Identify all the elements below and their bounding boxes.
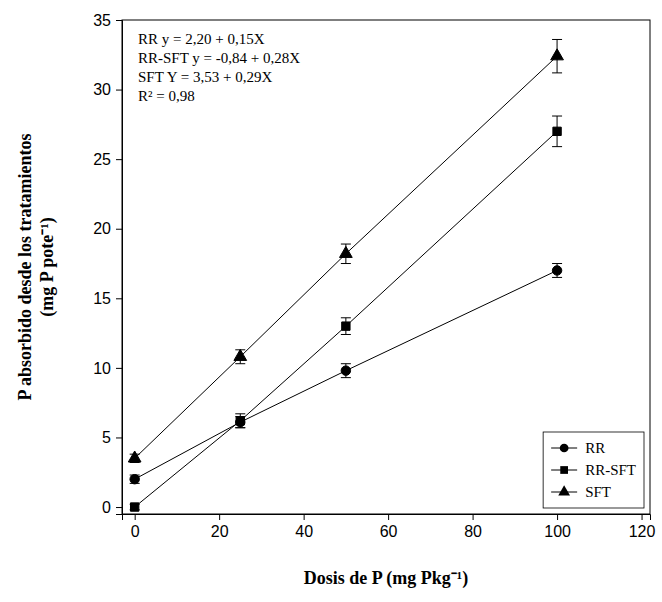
- x-tick-mark: [219, 514, 220, 520]
- y-tick-label: 35: [93, 12, 111, 29]
- legend-item: RR-SFT: [551, 462, 636, 478]
- y-tick-mark: [116, 368, 122, 369]
- x-tick-label: 80: [464, 523, 482, 540]
- y-tick-mark: [116, 298, 122, 299]
- y-tick-mark: [116, 20, 122, 21]
- legend: RR RR-SFT SFT: [543, 432, 644, 508]
- x-tick-mark: [642, 514, 643, 520]
- annotation: RR-SFT y = -0,84 + 0,28X: [138, 50, 300, 66]
- x-tick: 120: [629, 514, 656, 540]
- point: [340, 246, 353, 257]
- legend-label: SFT: [585, 484, 611, 500]
- y-tick-mark: [116, 507, 122, 508]
- legend-label: RR: [585, 440, 605, 456]
- y-tick-label: 5: [102, 429, 111, 446]
- point: [552, 266, 561, 275]
- y-tick-mark: [116, 437, 122, 438]
- y-tick: 0: [102, 499, 122, 516]
- legend-item: RR: [551, 440, 605, 456]
- y-tick-label: 30: [93, 81, 111, 98]
- y-tick: 35: [93, 12, 122, 29]
- x-tick-label: 120: [629, 523, 656, 540]
- series-line: [135, 131, 557, 507]
- point: [551, 49, 564, 60]
- y-axis-line: [116, 21, 123, 515]
- y-axis-title: P absorbido desde los tratamientos(mg P …: [15, 133, 59, 400]
- point: [234, 349, 247, 360]
- x-tick: 60: [380, 514, 398, 540]
- x-tick: 100: [544, 514, 571, 540]
- point: [342, 322, 350, 330]
- x-tick-label: 60: [380, 523, 398, 540]
- x-tick: 0: [131, 514, 140, 540]
- legend-box: [543, 432, 644, 508]
- x-tick-label: 20: [211, 523, 229, 540]
- x-tick-mark: [388, 514, 389, 520]
- y-tick-label: 15: [93, 290, 111, 307]
- annotation: R² = 0,98: [138, 88, 195, 104]
- series-line: [135, 56, 557, 458]
- series-line: [135, 270, 557, 479]
- y-tick-label: 10: [93, 360, 111, 377]
- y-tick: 15: [93, 290, 122, 307]
- legend-symbol: [560, 444, 569, 453]
- x-tick: 40: [295, 514, 313, 540]
- legend-symbol: [560, 466, 568, 474]
- legend-symbol: [558, 485, 570, 495]
- error-bar: [130, 475, 140, 483]
- legend-label: RR-SFT: [585, 462, 636, 478]
- plot: 0 20 40 60 80 100 120 0 5 10 15 20 25 30 35 RR y = 2,20…: [93, 12, 655, 541]
- x-axis-title: Dosis de P (mg Pkg⁻¹): [304, 568, 468, 589]
- y-tick: 5: [102, 429, 122, 446]
- point: [553, 127, 561, 135]
- x-tick: 20: [211, 514, 229, 540]
- x-tick-label: 0: [131, 523, 140, 540]
- x-tick-mark: [304, 514, 305, 520]
- point: [130, 503, 138, 511]
- marks: [128, 39, 563, 511]
- error-bar: [552, 116, 562, 147]
- x-tick-mark: [473, 514, 474, 520]
- y-tick: 10: [93, 360, 122, 377]
- y-tick-mark: [116, 159, 122, 160]
- y-tick: 30: [93, 81, 122, 98]
- y-tick: 25: [93, 151, 122, 168]
- chart: 0 20 40 60 80 100 120 0 5 10 15 20 25 30 35 RR y = 2,20…: [0, 0, 662, 602]
- point: [130, 474, 139, 483]
- x-axis: 0 20 40 60 80 100 120: [123, 514, 656, 540]
- point: [341, 366, 350, 375]
- point: [128, 451, 141, 462]
- equations: RR y = 2,20 + 0,15X RR-SFT y = -0,84 + 0,…: [138, 31, 300, 104]
- error-bar: [341, 318, 351, 335]
- annotation: RR y = 2,20 + 0,15X: [138, 31, 265, 47]
- legend-item: SFT: [551, 484, 611, 500]
- y-tick-label: 0: [102, 499, 111, 516]
- error-bar: [341, 364, 351, 378]
- y-tick-label: 25: [93, 151, 111, 168]
- error-bar: [235, 414, 245, 428]
- x-axis-line: [123, 515, 651, 521]
- x-tick-mark: [135, 514, 136, 520]
- y-tick-mark: [116, 229, 122, 230]
- annotation: SFT Y = 3,53 + 0,29X: [138, 69, 272, 85]
- y-tick-label: 20: [93, 220, 111, 237]
- point: [236, 417, 244, 425]
- x-tick-label: 100: [544, 523, 571, 540]
- y-tick: 20: [93, 220, 122, 237]
- y-tick-mark: [116, 90, 122, 91]
- plot-frame: [122, 20, 650, 514]
- y-axis: 0 5 10 15 20 25 30 35: [93, 12, 122, 516]
- x-tick-label: 40: [295, 523, 313, 540]
- x-tick-mark: [557, 514, 558, 520]
- x-tick: 80: [464, 514, 482, 540]
- error-bar: [552, 264, 562, 278]
